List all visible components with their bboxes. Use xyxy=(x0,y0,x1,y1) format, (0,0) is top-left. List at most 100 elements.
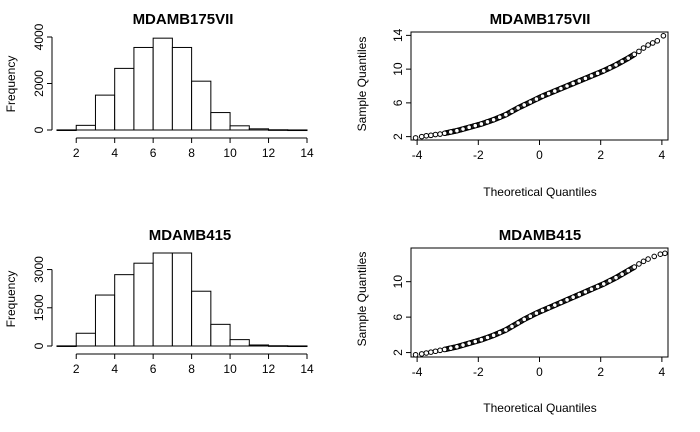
qq-point xyxy=(645,42,651,48)
qq-point xyxy=(454,127,460,134)
y-tick-label: 10 xyxy=(391,275,405,289)
plot-area: -4 -2 0 2 4 2 6 10 14 xyxy=(391,28,669,162)
qq-point xyxy=(564,297,570,303)
qq-point xyxy=(564,83,570,89)
qq-point xyxy=(466,340,472,347)
qq-point xyxy=(551,302,558,308)
histogram-bar xyxy=(171,252,193,347)
x-tick-label: 4 xyxy=(111,146,118,160)
qq-point xyxy=(447,345,454,351)
qq-point xyxy=(515,320,521,326)
qq-point xyxy=(594,70,601,77)
histogram-bar xyxy=(75,124,96,131)
panel-qqplot-1: MDAMB175VII Sample Quantiles Theoretical… xyxy=(355,11,669,199)
qq-point xyxy=(570,80,576,87)
qq-point xyxy=(651,253,658,260)
qq-point xyxy=(576,78,583,84)
panel-title: MDAMB175VII xyxy=(490,11,591,28)
histogram-bar xyxy=(75,332,96,347)
x-tick-label: 4 xyxy=(111,362,118,376)
x-tick-label: 14 xyxy=(300,362,314,376)
qq-point xyxy=(466,124,472,131)
qq-point xyxy=(496,329,503,336)
histogram-bar xyxy=(248,128,270,131)
qq-point xyxy=(570,294,576,300)
qq-point xyxy=(515,105,521,111)
qq-point xyxy=(625,55,632,61)
histogram-bar xyxy=(229,125,250,131)
qq-point xyxy=(631,51,638,58)
y-tick-label: 0 xyxy=(32,342,46,349)
histogram-bar xyxy=(114,67,135,131)
x-tick-label: -4 xyxy=(412,365,423,379)
x-tick-label: 0 xyxy=(536,148,543,162)
plot-frame xyxy=(410,247,669,358)
qq-point xyxy=(625,267,632,274)
qq-point xyxy=(509,108,515,115)
plot-area: 2 4 6 8 10 12 14 0 1500 3000 xyxy=(32,252,314,376)
y-tick-label: 1500 xyxy=(32,294,46,321)
qq-point xyxy=(472,122,479,129)
qq-point xyxy=(654,38,661,44)
qq-point xyxy=(460,126,466,132)
histogram-bar xyxy=(191,80,212,131)
histogram-bar xyxy=(152,252,173,347)
qq-point xyxy=(619,271,625,277)
x-tick-label: 6 xyxy=(150,362,157,376)
qq-point xyxy=(558,299,564,306)
qq-point xyxy=(472,338,479,345)
qq-point xyxy=(478,121,485,127)
y-tick-label: 2 xyxy=(391,133,405,140)
qq-point xyxy=(600,281,607,287)
panel-histogram-1: MDAMB175VII Frequency 2 4 6 8 10 12 14 0 2000 400… xyxy=(4,11,314,160)
qq-point xyxy=(521,316,528,323)
qq-point xyxy=(437,131,443,137)
histogram-bar xyxy=(287,129,308,132)
histogram-bar xyxy=(171,46,193,131)
qq-point xyxy=(576,291,583,298)
y-tick-label: 14 xyxy=(391,28,405,42)
histogram-bar xyxy=(94,94,116,131)
panel-histogram-2: MDAMB415 Frequency 2 4 6 8 10 12 14 0 1500 3000 xyxy=(4,227,314,376)
x-tick-label: 2 xyxy=(597,148,604,162)
qq-point xyxy=(437,347,443,354)
qq-point xyxy=(640,45,647,51)
qq-point xyxy=(539,93,546,99)
qq-point xyxy=(558,85,564,92)
qq-point xyxy=(484,334,491,341)
qq-point xyxy=(545,305,552,311)
qq-point xyxy=(607,277,613,284)
qq-point xyxy=(423,350,430,356)
qq-point xyxy=(631,264,638,270)
y-tick-label: 6 xyxy=(391,99,405,106)
x-tick-label: 8 xyxy=(188,146,195,160)
x-tick-label: 4 xyxy=(659,148,666,162)
qq-point xyxy=(509,323,515,330)
histogram-bar xyxy=(268,345,289,347)
y-tick-label: 2 xyxy=(391,349,405,356)
y-tick-label: 4000 xyxy=(32,23,46,50)
histogram-bar xyxy=(56,129,77,131)
qq-point xyxy=(428,349,434,355)
qq-point xyxy=(588,286,595,293)
y-tick-label: 10 xyxy=(391,62,405,76)
y-axis-label: Sample Quantiles xyxy=(355,37,369,132)
x-tick-label: -2 xyxy=(473,148,484,162)
qq-point xyxy=(551,88,558,94)
plot-area: 2 4 6 8 10 12 14 0 2000 4000 xyxy=(32,23,314,160)
qq-point xyxy=(503,111,509,118)
y-axis-label: Sample Quantiles xyxy=(355,252,369,347)
qq-point xyxy=(441,346,448,353)
qq-point xyxy=(619,58,625,65)
qq-point xyxy=(533,310,540,316)
qq-point xyxy=(613,62,619,68)
x-tick-label: 10 xyxy=(223,362,237,376)
histogram-bar xyxy=(210,323,231,347)
qq-point xyxy=(527,99,534,105)
qq-point xyxy=(645,256,651,262)
histogram-bar xyxy=(287,345,308,348)
x-tick-label: -2 xyxy=(473,365,484,379)
qq-point xyxy=(484,119,491,125)
qq-point xyxy=(418,133,425,140)
y-tick-label: 6 xyxy=(391,313,405,320)
